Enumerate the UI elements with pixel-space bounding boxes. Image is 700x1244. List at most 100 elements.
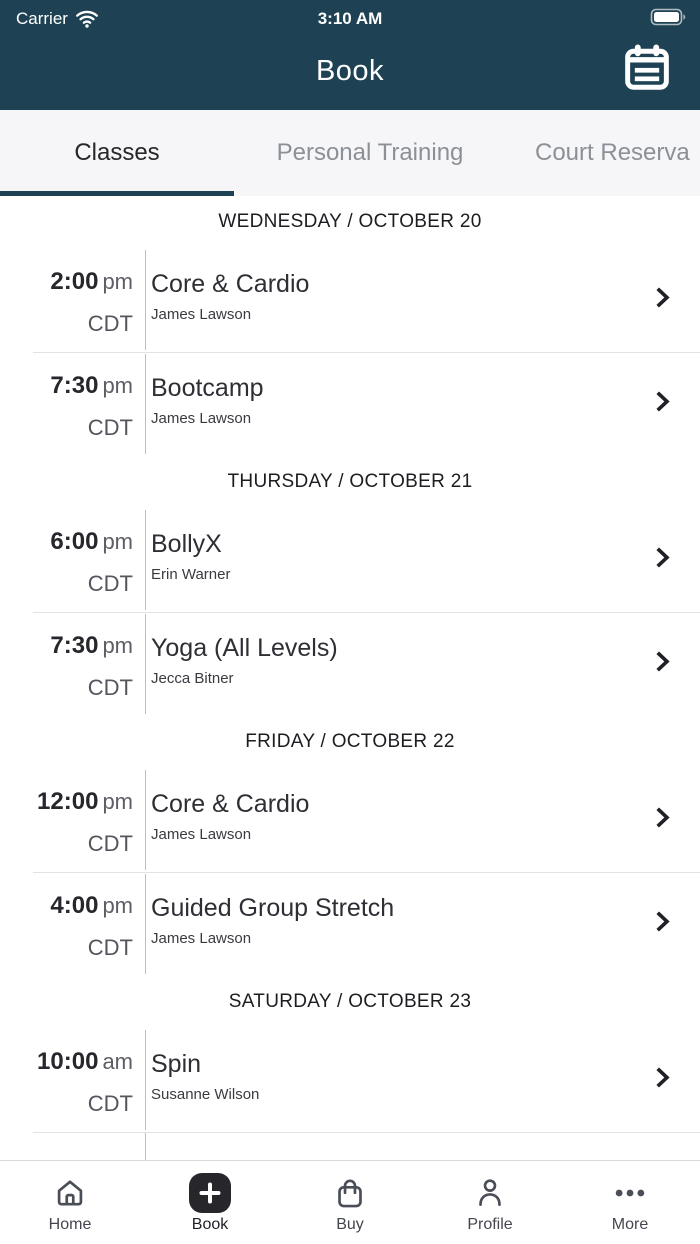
- instructor-name: Erin Warner: [151, 566, 231, 583]
- home-icon: [53, 1172, 87, 1214]
- time-value: 10:00: [37, 1048, 99, 1075]
- class-row[interactable]: 4:00 pm CDT Guided Group Stretch James La…: [0, 872, 700, 976]
- class-row[interactable]: 7:30 pm CDT Yoga (All Levels) Jecca Bitne…: [0, 612, 700, 716]
- chevron-right-icon: [652, 546, 674, 575]
- class-name: Core & Cardio: [151, 790, 310, 818]
- row-divider: [145, 1133, 146, 1161]
- wifi-icon: [75, 8, 99, 33]
- time-value: 6:00: [50, 528, 99, 555]
- time-value: 12:00: [37, 788, 99, 815]
- row-divider: [145, 1030, 146, 1130]
- class-info: Guided Group Stretch James Lawson: [133, 872, 394, 976]
- time-meridiem: pm: [102, 789, 133, 814]
- page-title: Book: [315, 54, 385, 87]
- instructor-name: James Lawson: [151, 306, 252, 323]
- class-name: Bootcamp: [151, 374, 264, 402]
- class-list: WEDNESDAY / OCTOBER 20 2:00 pm CDT Core &…: [0, 196, 700, 1161]
- nav-label: Book: [191, 1216, 229, 1233]
- instructor-name: James Lawson: [151, 826, 252, 843]
- class-time: 10:00 am CDT: [0, 1028, 133, 1132]
- time-value: 7:30: [50, 372, 99, 399]
- nav-item-profile[interactable]: Profile: [420, 1161, 560, 1244]
- class-time: 6:00 pm CDT: [0, 508, 133, 612]
- time-meridiem: pm: [102, 893, 133, 918]
- section-rows: 6:00 pm CDT BollyX Erin Warner 7:30 pm CDT…: [0, 508, 700, 716]
- class-info: Core & Cardio James Lawson: [133, 768, 309, 872]
- time-meridiem: am: [102, 1049, 133, 1074]
- chevron-right-icon: [652, 806, 674, 835]
- day-header: FRIDAY / OCTOBER 22: [245, 731, 455, 752]
- row-divider: [145, 250, 146, 350]
- day-header: SATURDAY / OCTOBER 23: [228, 991, 472, 1012]
- row-divider: [145, 874, 146, 974]
- time-value: 4:00: [50, 892, 99, 919]
- instructor-name: Susanne Wilson: [151, 1086, 260, 1103]
- chevron-right-icon: [652, 1066, 674, 1095]
- class-time: 7:30 pm CDT: [0, 352, 133, 456]
- nav-label: Home: [48, 1216, 92, 1233]
- class-name: Yoga (All Levels): [151, 634, 338, 662]
- class-row[interactable]: 10:00 am CDT Spin Susanne Wilson: [0, 1028, 700, 1132]
- nav-item-home[interactable]: Home: [0, 1161, 140, 1244]
- row-divider: [145, 770, 146, 870]
- nav-label: Buy: [336, 1216, 364, 1233]
- timezone-label: CDT: [87, 415, 133, 440]
- active-tab-underline: [0, 191, 234, 196]
- class-name: Guided Group Stretch: [151, 894, 395, 922]
- carrier-label: Carrier: [16, 9, 68, 28]
- class-time: 2:00 pm CDT: [0, 248, 133, 352]
- nav-item-book[interactable]: Book: [140, 1161, 280, 1244]
- class-row[interactable]: 2:00 pm CDT Core & Cardio James Lawson: [0, 248, 700, 352]
- time-value: 7:30: [50, 632, 99, 659]
- class-row[interactable]: 6:00 pm CDT BollyX Erin Warner: [0, 508, 700, 612]
- nav-item-buy[interactable]: Buy: [280, 1161, 420, 1244]
- class-row-partial: [0, 1132, 700, 1161]
- row-divider: [145, 354, 146, 454]
- timezone-label: CDT: [87, 571, 133, 596]
- section-rows: 2:00 pm CDT Core & Cardio James Lawson 7:…: [0, 248, 700, 456]
- class-name: BollyX: [151, 530, 222, 558]
- tab-court-reservations[interactable]: Court Reserva: [535, 139, 690, 166]
- tab-personal-training[interactable]: Personal Training: [276, 139, 464, 166]
- instructor-name: James Lawson: [151, 410, 252, 427]
- timezone-label: CDT: [87, 831, 133, 856]
- tab-bar: Classes Personal Training Court Reserva: [0, 110, 700, 196]
- calendar-icon: [620, 44, 674, 98]
- class-info: Bootcamp James Lawson: [133, 352, 264, 456]
- day-header: WEDNESDAY / OCTOBER 20: [218, 211, 482, 232]
- class-name: Core & Cardio: [151, 270, 310, 298]
- row-divider: [145, 614, 146, 714]
- timezone-label: CDT: [87, 1091, 133, 1116]
- chevron-right-icon: [652, 650, 674, 679]
- chevron-right-icon: [652, 390, 674, 419]
- class-info: Spin Susanne Wilson: [133, 1028, 259, 1132]
- time-meridiem: pm: [102, 373, 133, 398]
- nav-item-more[interactable]: More: [560, 1161, 700, 1244]
- nav-label: More: [611, 1216, 649, 1233]
- time-value: 2:00: [50, 268, 99, 295]
- profile-icon: [473, 1172, 507, 1214]
- app-header-area: Carrier 3:10 AM Book: [0, 0, 700, 110]
- class-row[interactable]: 12:00 pm CDT Core & Cardio James Lawson: [0, 768, 700, 872]
- day-section: THURSDAY / OCTOBER 21 6:00 pm CDT BollyX …: [0, 456, 700, 716]
- class-time: 7:30 pm CDT: [0, 612, 133, 716]
- instructor-name: Jecca Bitner: [151, 670, 234, 687]
- app-header: Book: [0, 38, 700, 110]
- time-meridiem: pm: [102, 269, 133, 294]
- class-name: Spin: [151, 1050, 202, 1078]
- calendar-button[interactable]: [620, 40, 674, 99]
- time-meridiem: pm: [102, 633, 133, 658]
- plus-icon: [189, 1172, 231, 1214]
- row-divider: [145, 510, 146, 610]
- tab-classes[interactable]: Classes: [74, 139, 160, 166]
- day-section: SATURDAY / OCTOBER 23 10:00 am CDT Spin S…: [0, 976, 700, 1132]
- class-time: 12:00 pm CDT: [0, 768, 133, 872]
- section-rows: 10:00 am CDT Spin Susanne Wilson: [0, 1028, 700, 1132]
- class-time: 4:00 pm CDT: [0, 872, 133, 976]
- class-row[interactable]: 7:30 pm CDT Bootcamp James Lawson: [0, 352, 700, 456]
- instructor-name: James Lawson: [151, 930, 252, 947]
- timezone-label: CDT: [87, 675, 133, 700]
- timezone-label: CDT: [87, 311, 133, 336]
- chevron-right-icon: [652, 910, 674, 939]
- bottom-nav: Home Book Buy Profile: [0, 1160, 700, 1244]
